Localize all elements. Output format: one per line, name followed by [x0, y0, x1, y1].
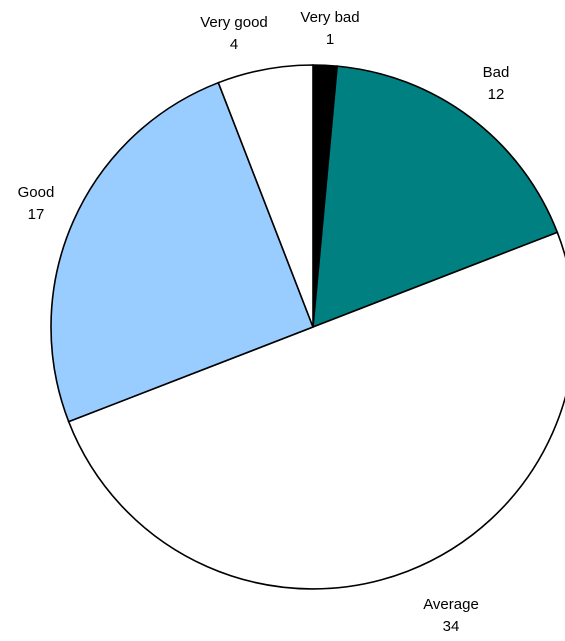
- slice-label-average: Average: [423, 596, 479, 613]
- slice-label-very-bad: Very bad: [300, 9, 359, 26]
- slice-value-very-bad: 1: [326, 31, 334, 48]
- pie-data-labels: Very bad 1 Bad 12 Average 34 Good 17 Very good 4: [18, 9, 510, 635]
- slice-label-good: Good: [18, 184, 55, 201]
- slice-value-very-good: 4: [230, 36, 238, 53]
- slice-label-very-good: Very good: [200, 14, 268, 31]
- pie-slices: [50, 64, 565, 590]
- pie-slice-good: [50, 81, 315, 423]
- slice-value-average: 34: [443, 618, 460, 635]
- pie-slice-average: [67, 231, 565, 590]
- slice-label-bad: Bad: [483, 64, 510, 81]
- pie-slice-very-good: [217, 64, 314, 328]
- pie-slice-bad: [312, 65, 559, 329]
- slice-value-bad: 12: [488, 86, 505, 103]
- slice-value-good: 17: [28, 206, 45, 223]
